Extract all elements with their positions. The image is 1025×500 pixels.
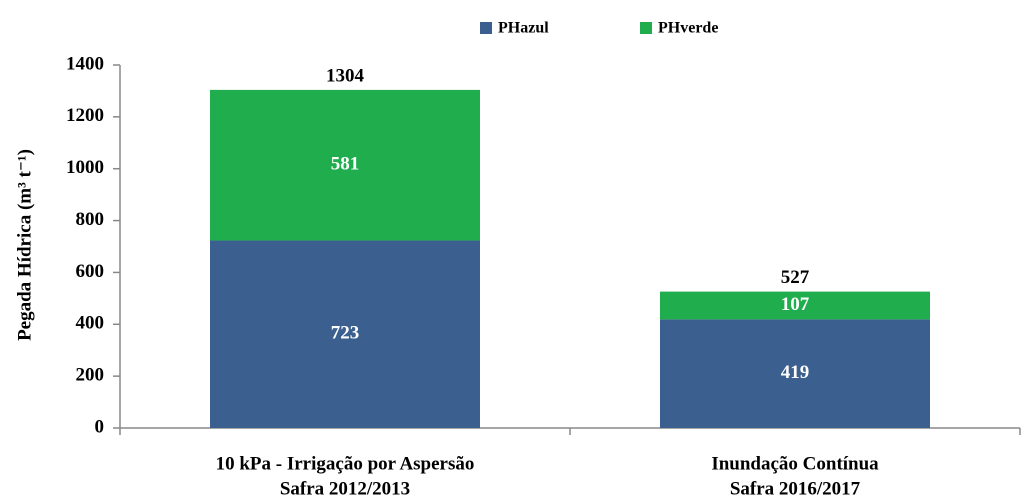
legend-swatch <box>640 22 652 34</box>
y-tick-label: 1000 <box>66 157 104 178</box>
x-tick-label: Safra 2012/2013 <box>280 478 410 499</box>
bar-segment <box>660 319 930 428</box>
total-label: 527 <box>781 267 810 288</box>
legend-label: PHverde <box>658 20 718 37</box>
y-tick-label: 200 <box>76 365 105 386</box>
y-tick-label: 0 <box>95 416 105 437</box>
legend-swatch <box>480 22 492 34</box>
y-axis-label: Pegada Hídrica (m³ t⁻¹) <box>14 149 35 341</box>
data-label: 419 <box>781 362 810 383</box>
bar-segment <box>210 89 480 241</box>
y-tick-label: 1200 <box>66 105 104 126</box>
data-label: 723 <box>331 323 360 344</box>
legend-label: PHazul <box>498 20 549 37</box>
y-tick-label: 800 <box>76 209 105 230</box>
y-tick-label: 1400 <box>66 53 104 74</box>
x-tick-label: 10 kPa - Irrigação por Aspersão <box>216 453 475 474</box>
bar-segment <box>660 291 930 320</box>
x-tick-label: Safra 2016/2017 <box>730 478 861 499</box>
bar-segment <box>210 240 480 428</box>
y-tick-label: 400 <box>76 313 105 334</box>
data-label: 581 <box>331 154 360 175</box>
y-tick-label: 600 <box>76 261 105 282</box>
total-label: 1304 <box>326 65 365 86</box>
x-tick-label: Inundação Contínua <box>711 453 879 474</box>
data-label: 107 <box>781 294 810 315</box>
